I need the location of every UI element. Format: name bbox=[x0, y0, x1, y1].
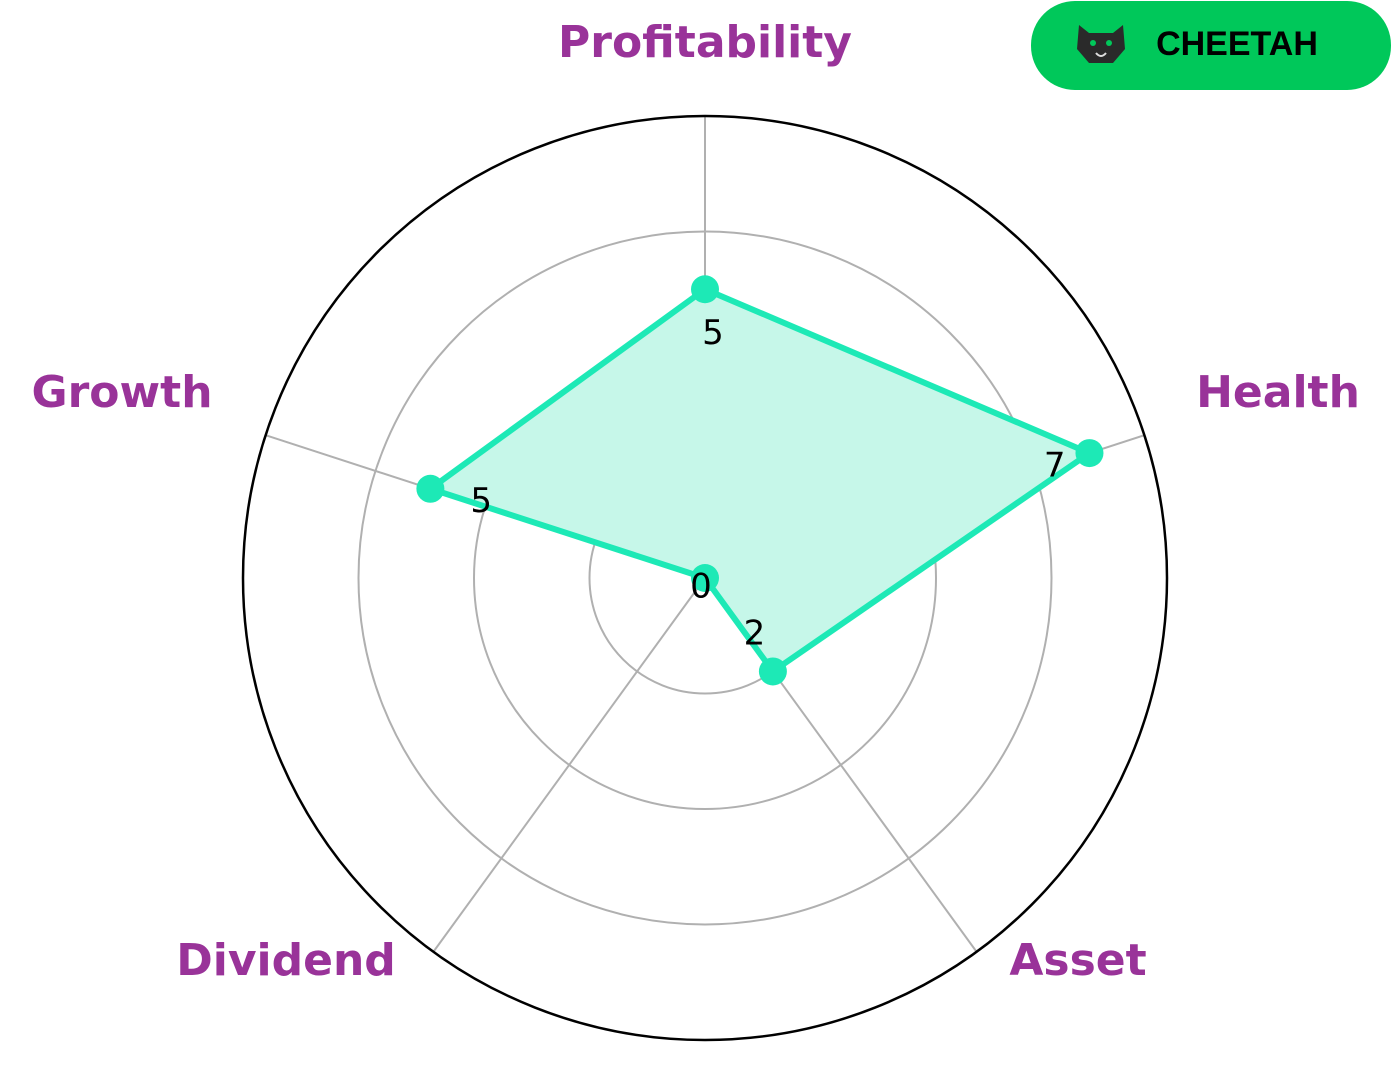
value-label: 5 bbox=[470, 481, 492, 521]
axis-label: Dividend bbox=[176, 935, 396, 986]
data-point bbox=[691, 275, 719, 304]
badge-text: CHEETAH bbox=[1156, 25, 1318, 63]
axis-spoke bbox=[432, 577, 706, 953]
data-point bbox=[1075, 439, 1104, 468]
cheetah-icon bbox=[1077, 25, 1125, 63]
badge-background bbox=[1031, 1, 1391, 90]
axis-label: Asset bbox=[1009, 935, 1146, 986]
axis-label: Profitability bbox=[558, 17, 852, 68]
value-label: 2 bbox=[744, 614, 766, 654]
data-point bbox=[416, 474, 445, 503]
radar-area bbox=[427, 286, 1093, 675]
data-point bbox=[758, 657, 787, 686]
data-point bbox=[691, 564, 719, 592]
badge: CHEETAH bbox=[1031, 1, 1391, 90]
value-label: 5 bbox=[702, 313, 724, 353]
value-label: 0 bbox=[690, 567, 712, 607]
axis-label: Growth bbox=[31, 367, 212, 418]
outer-ring bbox=[241, 114, 1169, 1042]
axis-label: Health bbox=[1196, 367, 1360, 418]
value-label: 7 bbox=[1044, 445, 1066, 485]
